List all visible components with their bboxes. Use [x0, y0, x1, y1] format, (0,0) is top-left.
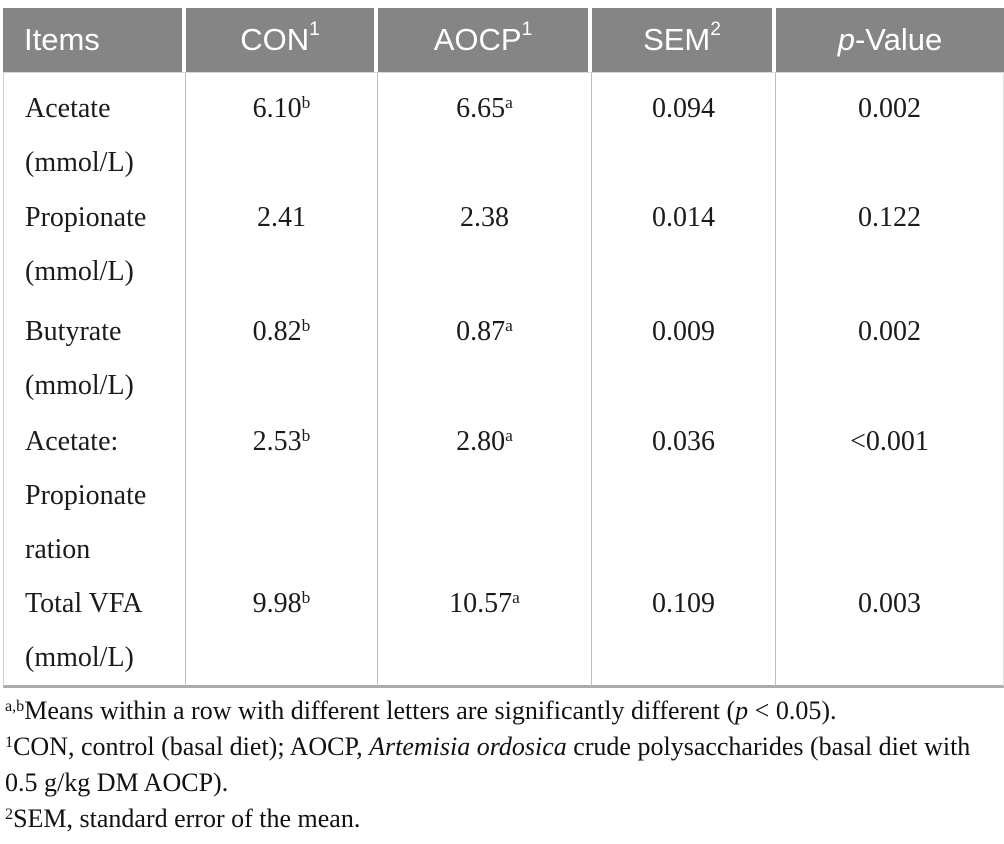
italic-text: Artemisia ordosica: [369, 732, 567, 761]
text: 0.002: [858, 316, 921, 347]
text: 2.53: [252, 426, 302, 457]
text: 6.65: [456, 93, 506, 124]
text: 2.80: [456, 426, 506, 457]
superscript: a,b: [5, 697, 25, 715]
table-header-row: Items CON 1 AOCP 1 SEM 2 p -Value: [3, 8, 1004, 72]
item-line: (mmol/L): [25, 256, 134, 287]
text: -Value: [854, 22, 943, 57]
text: 0.82: [252, 316, 302, 347]
value-cell: 0.002: [776, 72, 1004, 192]
value-cell: 2.38: [378, 182, 592, 301]
item-line: Total VFA: [25, 588, 143, 619]
text: AOCP: [433, 22, 522, 57]
footnote-3: 2SEM, standard error of the mean.: [5, 801, 1004, 837]
item-line: Acetate:: [25, 426, 119, 457]
value-cell: <0.001: [776, 406, 1004, 579]
text: CON, control (basal diet); AOCP,: [13, 732, 370, 761]
item-cell: Acetate: Propionate ration: [3, 406, 186, 579]
item-cell: Propionate (mmol/L): [3, 182, 186, 301]
text: SEM, standard error of the mean.: [13, 804, 361, 833]
superscript: b: [301, 426, 311, 446]
item-cell: Acetate (mmol/L): [3, 72, 186, 192]
value-cell: 6.10b: [186, 72, 378, 192]
text: 0.009: [652, 316, 715, 347]
italic-text: p: [735, 696, 749, 725]
text: 6.10: [252, 93, 302, 124]
superscript: a: [505, 426, 513, 446]
item-cell: Butyrate (mmol/L): [3, 296, 186, 415]
value-cell: 0.122: [776, 182, 1004, 301]
table-row: Butyrate (mmol/L) 0.82b 0.87a 0.009 0.002: [3, 296, 1004, 415]
text: < 0.05).: [748, 696, 837, 725]
header-cell-aocp: AOCP 1: [378, 8, 592, 72]
table-row: Total VFA (mmol/L) 9.98b 10.57a 0.109 0.003: [3, 568, 1004, 688]
value-cell: 10.57a: [378, 568, 592, 688]
text: 2.38: [460, 202, 509, 233]
superscript: 1: [5, 733, 14, 751]
text: <0.001: [850, 426, 929, 457]
item-line: Propionate: [25, 480, 147, 511]
value-cell: 6.65a: [378, 72, 592, 192]
table-row: Acetate (mmol/L) 6.10b 6.65a 0.094 0.002: [3, 72, 1004, 192]
superscript: b: [301, 93, 311, 113]
superscript: a: [505, 316, 513, 336]
text: crude polysaccharides (basal diet with 0…: [5, 732, 971, 797]
footnotes: a,bMeans within a row with different let…: [3, 693, 1004, 837]
table-body: Acetate (mmol/L) 6.10b 6.65a 0.094 0.002 Propi…: [3, 72, 1004, 688]
text: 0.122: [858, 202, 921, 233]
value-cell: 0.003: [776, 568, 1004, 688]
text: 0.094: [652, 93, 715, 124]
text: SEM: [643, 22, 711, 57]
value-cell: 0.014: [592, 182, 776, 301]
value-cell: 0.82b: [186, 296, 378, 415]
header-cell-items: Items: [3, 8, 186, 72]
header-cell-p-value: p -Value: [776, 8, 1004, 72]
superscript: b: [301, 588, 311, 608]
value-cell: 0.87a: [378, 296, 592, 415]
text: Means within a row with different letter…: [24, 696, 736, 725]
table-row: Propionate (mmol/L) 2.41 2.38 0.014 0.122: [3, 182, 1004, 301]
item-line: ration: [25, 534, 91, 565]
superscript: 2: [5, 805, 14, 823]
text: 0.036: [652, 426, 715, 457]
item-cell: Total VFA (mmol/L): [3, 568, 186, 688]
value-cell: 0.009: [592, 296, 776, 415]
superscript: b: [301, 316, 311, 336]
value-cell: 2.41: [186, 182, 378, 301]
text: 0.003: [858, 588, 921, 619]
text: 10.57: [449, 588, 513, 619]
item-line: Propionate: [25, 202, 147, 233]
value-cell: 2.53b: [186, 406, 378, 579]
text: 0.109: [652, 588, 715, 619]
italic-text: p: [837, 22, 855, 57]
text: CON: [240, 22, 310, 57]
text: 2.41: [257, 202, 306, 233]
item-line: Acetate: [25, 93, 111, 124]
value-cell: 2.80a: [378, 406, 592, 579]
value-cell: 0.094: [592, 72, 776, 192]
footnote-2: 1CON, control (basal diet); AOCP, Artemi…: [5, 729, 1004, 801]
value-cell: 0.036: [592, 406, 776, 579]
value-cell: 9.98b: [186, 568, 378, 688]
item-line: (mmol/L): [25, 642, 134, 673]
superscript: a: [505, 93, 513, 113]
value-cell: 0.002: [776, 296, 1004, 415]
text: Items: [24, 22, 100, 57]
header-cell-sem: SEM 2: [592, 8, 776, 72]
data-table: Items CON 1 AOCP 1 SEM 2 p -Value Acetate (mmol/L…: [3, 8, 1004, 688]
item-line: Butyrate: [25, 316, 122, 347]
text: 0.014: [652, 202, 715, 233]
superscript: a: [512, 588, 520, 608]
table-row: Acetate: Propionate ration 2.53b 2.80a 0.036 <…: [3, 406, 1004, 579]
text: 0.002: [858, 93, 921, 124]
text: 9.98: [252, 588, 302, 619]
header-cell-con: CON 1: [186, 8, 378, 72]
item-line: (mmol/L): [25, 370, 134, 401]
value-cell: 0.109: [592, 568, 776, 688]
footnote-1: a,bMeans within a row with different let…: [5, 693, 1004, 729]
text: 0.87: [456, 316, 506, 347]
item-line: (mmol/L): [25, 147, 134, 178]
